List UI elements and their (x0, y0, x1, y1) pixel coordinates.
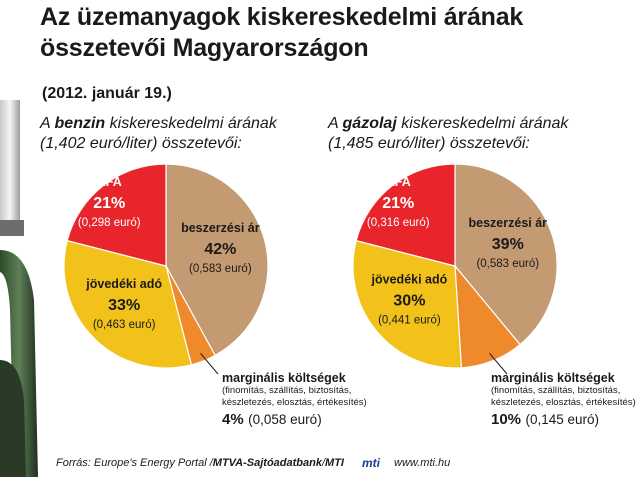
pie-slice-jovedeki-ado (63, 239, 193, 369)
slice-name-label: jövedéki adó (85, 277, 162, 291)
mti-logo: mti (362, 456, 380, 470)
slice-percent-label: 39% (492, 236, 524, 253)
page-title: Az üzemanyagok kiskereskedelmi árának ös… (40, 2, 523, 64)
title-line-2: összetevői Magyarországon (40, 34, 369, 62)
fuel-name: benzin (54, 115, 106, 132)
source-bank: MTVA-Sajtóadatbank (212, 457, 322, 469)
marginal-note-line-2: készletezés, elosztás, értékesítés) (491, 397, 636, 408)
slice-euro-label: (0,463 euró) (93, 319, 156, 331)
gazolaj-chart-subtitle: A gázolaj kiskereskedelmi árának (1,485 … (328, 114, 568, 154)
subtitle-text: kiskereskedelmi árának (105, 115, 277, 132)
pie-slice-beszerzesi-ar (454, 163, 558, 346)
source-footer: Forrás: Europe's Energy Portal / MTVA-Sa… (56, 456, 450, 470)
marginal-leader-line (200, 352, 219, 375)
pie-slice-afa (355, 163, 456, 267)
pie-slice-afa (66, 163, 167, 267)
slice-name-label: jövedéki adó (371, 273, 448, 287)
slice-euro-label: (0,316 euró) (367, 217, 430, 229)
subtitle-text: A (328, 115, 343, 132)
slice-name-label: beszerzési ár (181, 221, 260, 235)
subtitle-text: kiskereskedelmi árának (396, 115, 569, 132)
marginal-pct: 10% (491, 411, 522, 428)
benzin-chart-subtitle: A benzin kiskereskedelmi árának (1,402 e… (40, 114, 277, 154)
source-separator: / (321, 457, 326, 469)
fuel-pump-illustration (0, 100, 38, 477)
pie-chart-benzin: beszerzési ár 42% (0,583 euró) jövedéki adó… (63, 163, 269, 375)
slice-percent-label: 30% (393, 293, 425, 310)
benzin-marginal-annotation: marginális költségek (finomítás, szállít… (222, 371, 367, 429)
slice-name-label: ÁFA (97, 174, 122, 189)
marginal-euro: (0,145 euró) (525, 412, 600, 427)
marginal-value-row: 10% (0,145 euró) (491, 411, 636, 429)
marginal-label: marginális költségek (222, 371, 346, 385)
slice-percent-label: 21% (93, 195, 125, 212)
marginal-euro: (0,058 euró) (248, 412, 322, 427)
subtitle-price-line: (1,485 euró/liter) összetevői: (328, 135, 530, 152)
marginal-leader-line (489, 352, 508, 375)
pie-slice-beszerzesi-ar (165, 163, 269, 357)
fuel-name: gázolaj (342, 115, 397, 132)
slice-name-label: ÁFA (386, 174, 411, 189)
slice-euro-label: (0,583 euró) (189, 263, 252, 275)
source-mti: MTI (325, 457, 344, 469)
marginal-note-line-2: készletezés, elosztás, értékesítés) (222, 397, 367, 408)
marginal-label: marginális költségek (491, 371, 615, 385)
slice-euro-label: (0,583 euró) (476, 258, 539, 270)
date-label: (2012. január 19.) (42, 85, 172, 102)
marginal-note-line-1: (finomítás, szállítás, biztosítás, (222, 385, 352, 396)
slice-euro-label: (0,441 euró) (378, 315, 441, 327)
pie-slice-jovedeki-ado (352, 239, 463, 369)
title-line-1: Az üzemanyagok kiskereskedelmi árának (40, 3, 524, 31)
marginal-pct: 4% (222, 411, 244, 428)
subtitle-price-line: (1,402 euró/liter) összetevői: (40, 135, 242, 152)
slice-percent-label: 33% (108, 297, 140, 314)
marginal-value-row: 4% (0,058 euró) (222, 411, 367, 429)
source-text: Forrás: Europe's Energy Portal / (56, 457, 213, 469)
pie-chart-gazolaj: beszerzési ár 39% (0,583 euró) jövedéki adó… (352, 163, 558, 375)
slice-percent-label: 21% (382, 195, 414, 212)
slice-euro-label: (0,298 euró) (78, 217, 141, 229)
gazolaj-marginal-annotation: marginális költségek (finomítás, szállít… (491, 371, 636, 429)
marginal-note-line-1: (finomítás, szállítás, biztosítás, (491, 385, 621, 396)
source-url[interactable]: www.mti.hu (394, 457, 451, 469)
slice-percent-label: 42% (204, 241, 236, 258)
subtitle-text: A (40, 115, 55, 132)
slice-name-label: beszerzési ár (469, 216, 548, 230)
